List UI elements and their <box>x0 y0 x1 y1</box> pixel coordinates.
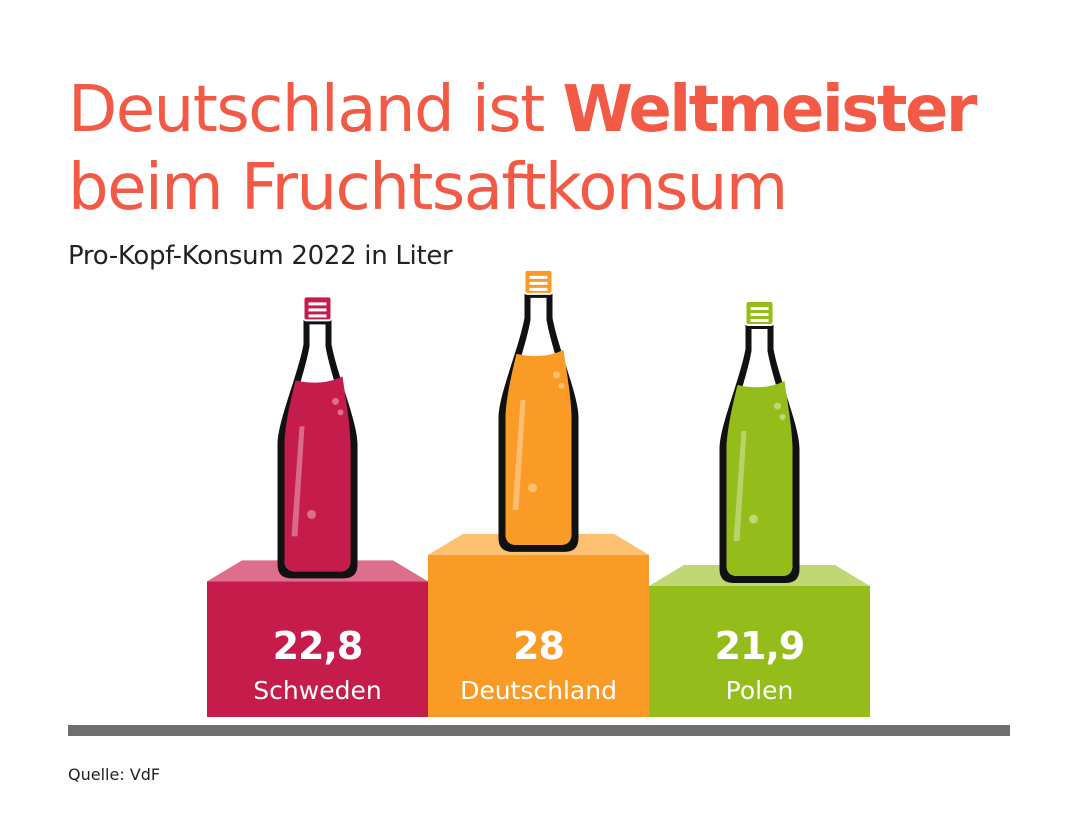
category-label-schweden: Schweden <box>253 676 381 705</box>
title-line-2: beim Fruchtsaftkonsum <box>68 151 788 225</box>
value-label-polen: 21,9 <box>715 624 805 668</box>
title-line-1: Deutschland ist Weltmeister <box>68 78 977 142</box>
chart-subtitle: Pro-Kopf-Konsum 2022 in Liter <box>68 241 453 271</box>
source-note: Quelle: VdF <box>68 765 161 784</box>
category-label-deutschland: Deutschland <box>460 676 617 705</box>
value-label-deutschland: 28 <box>513 624 564 668</box>
bottle-icon-schweden <box>277 295 358 579</box>
title-regular: Deutschland ist <box>68 73 563 147</box>
podium-labels: 22,8 Schweden 28 Deutschland 21,9 Polen <box>253 624 805 705</box>
bar-schweden <box>207 581 428 717</box>
podium-bars <box>207 533 870 717</box>
bottle-icon-deutschland <box>498 268 579 552</box>
value-label-schweden: 22,8 <box>273 624 363 668</box>
category-label-polen: Polen <box>726 676 794 705</box>
baseline-bar <box>68 725 1010 736</box>
bottle-icons <box>277 268 800 583</box>
bar-deutschland <box>428 554 649 717</box>
bottle-icon-polen <box>719 300 800 583</box>
title-highlight: Weltmeister <box>562 73 978 147</box>
bar-polen <box>649 586 870 717</box>
